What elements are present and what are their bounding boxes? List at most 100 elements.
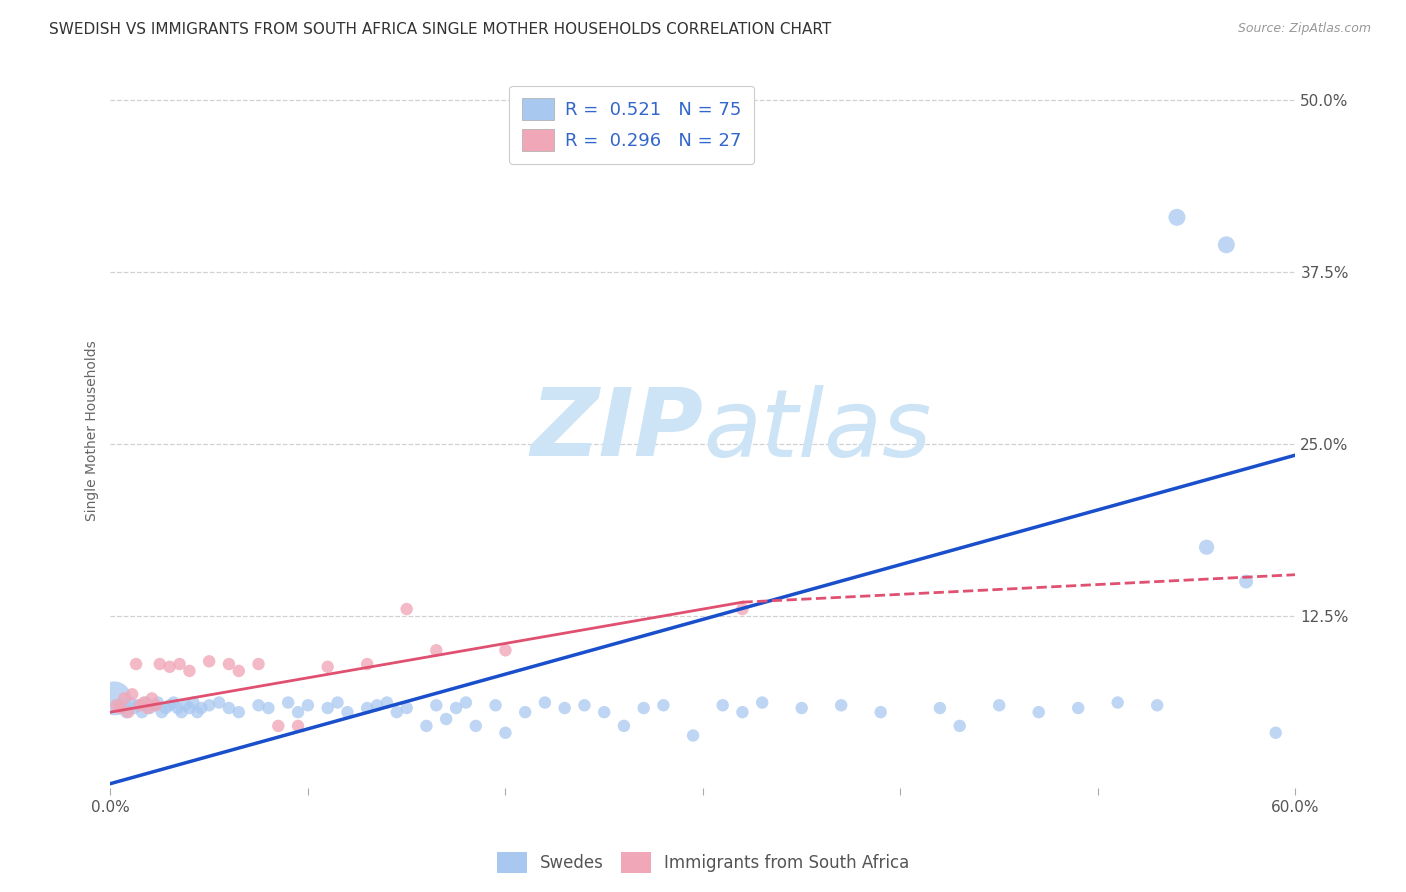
Point xyxy=(454,696,477,710)
Point xyxy=(127,698,149,713)
Point xyxy=(208,696,231,710)
Point xyxy=(613,719,636,733)
Point xyxy=(111,701,134,715)
Point xyxy=(135,696,157,710)
Point xyxy=(484,698,506,713)
Point xyxy=(929,701,952,715)
Point xyxy=(731,705,754,719)
Point xyxy=(131,705,153,719)
Point xyxy=(228,705,250,719)
Point xyxy=(198,698,221,713)
Point xyxy=(830,698,852,713)
Point xyxy=(1195,540,1218,554)
Point xyxy=(159,698,181,713)
Point xyxy=(1146,698,1168,713)
Point xyxy=(464,719,486,733)
Point xyxy=(247,657,270,671)
Point xyxy=(336,705,359,719)
Point xyxy=(1166,211,1188,225)
Point xyxy=(287,719,309,733)
Point xyxy=(179,664,201,678)
Point xyxy=(110,701,132,715)
Point xyxy=(534,696,557,710)
Point xyxy=(652,698,675,713)
Point xyxy=(574,698,596,713)
Point xyxy=(395,602,418,616)
Point xyxy=(633,701,655,715)
Point xyxy=(103,691,125,706)
Point xyxy=(179,701,201,715)
Point xyxy=(375,696,398,710)
Point xyxy=(159,660,181,674)
Point xyxy=(425,698,447,713)
Point xyxy=(107,698,129,713)
Point xyxy=(125,657,148,671)
Point xyxy=(1264,725,1286,739)
Point xyxy=(198,654,221,668)
Point xyxy=(366,698,388,713)
Point xyxy=(112,691,135,706)
Point xyxy=(105,698,128,713)
Point xyxy=(120,696,142,710)
Point xyxy=(297,698,319,713)
Point xyxy=(1067,701,1090,715)
Point xyxy=(869,705,891,719)
Point xyxy=(174,698,197,713)
Point xyxy=(731,602,754,616)
Point xyxy=(228,664,250,678)
Point xyxy=(149,657,172,671)
Point xyxy=(257,701,280,715)
Point xyxy=(682,729,704,743)
Point xyxy=(162,696,184,710)
Point xyxy=(122,701,145,715)
Point xyxy=(554,701,576,715)
Point xyxy=(593,705,616,719)
Text: atlas: atlas xyxy=(703,384,931,475)
Point xyxy=(166,701,188,715)
Point xyxy=(115,705,138,719)
Point xyxy=(136,701,159,715)
Point xyxy=(170,705,193,719)
Point xyxy=(415,719,437,733)
Point xyxy=(218,657,240,671)
Point xyxy=(287,705,309,719)
Point xyxy=(1234,574,1257,589)
Point xyxy=(121,687,143,701)
Point xyxy=(267,719,290,733)
Point xyxy=(1028,705,1050,719)
Point xyxy=(132,696,155,710)
Point xyxy=(190,701,212,715)
Point xyxy=(142,698,165,713)
Point xyxy=(494,725,516,739)
Point xyxy=(129,698,152,713)
Legend: R =  0.521   N = 75, R =  0.296   N = 27: R = 0.521 N = 75, R = 0.296 N = 27 xyxy=(509,86,755,164)
Point xyxy=(150,705,173,719)
Point xyxy=(494,643,516,657)
Point xyxy=(988,698,1011,713)
Point xyxy=(395,701,418,715)
Point xyxy=(356,657,378,671)
Point xyxy=(186,705,208,719)
Point xyxy=(425,643,447,657)
Text: SWEDISH VS IMMIGRANTS FROM SOUTH AFRICA SINGLE MOTHER HOUSEHOLDS CORRELATION CHA: SWEDISH VS IMMIGRANTS FROM SOUTH AFRICA … xyxy=(49,22,831,37)
Point xyxy=(326,696,349,710)
Text: ZIP: ZIP xyxy=(530,384,703,476)
Point xyxy=(155,701,177,715)
Point xyxy=(117,705,139,719)
Point xyxy=(751,696,773,710)
Point xyxy=(247,698,270,713)
Point xyxy=(515,705,537,719)
Point xyxy=(316,701,339,715)
Point xyxy=(141,691,163,706)
Point xyxy=(139,701,162,715)
Point xyxy=(385,705,408,719)
Point xyxy=(169,657,191,671)
Point xyxy=(356,701,378,715)
Point xyxy=(1107,696,1129,710)
Point xyxy=(146,696,169,710)
Point xyxy=(277,696,299,710)
Text: Source: ZipAtlas.com: Source: ZipAtlas.com xyxy=(1237,22,1371,36)
Point xyxy=(145,698,167,713)
Point xyxy=(316,660,339,674)
Point xyxy=(183,696,205,710)
